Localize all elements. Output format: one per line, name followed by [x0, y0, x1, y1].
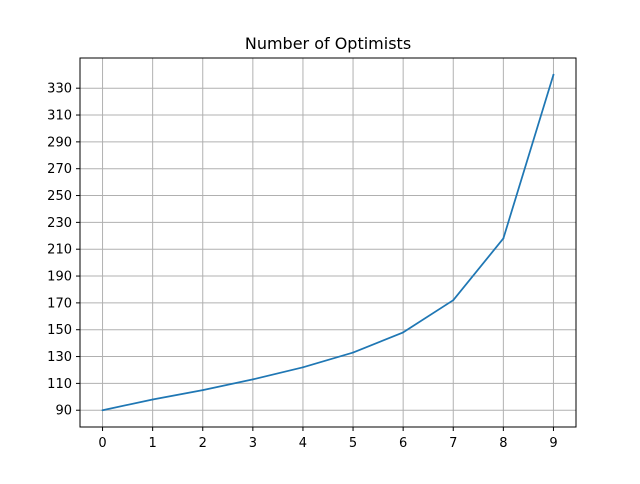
- data-point: [101, 409, 104, 412]
- data-point: [251, 378, 254, 381]
- series-line: [101, 73, 555, 412]
- x-tick-label: 2: [199, 436, 207, 451]
- y-tick-label: 210: [47, 243, 72, 258]
- y-tick-label: 150: [47, 323, 72, 338]
- x-tick-label: 8: [499, 436, 507, 451]
- x-tick-label: 0: [98, 436, 106, 451]
- y-tick-label: 90: [55, 404, 72, 419]
- grid: [80, 58, 576, 427]
- x-tick-label: 1: [149, 436, 157, 451]
- data-point: [201, 389, 204, 391]
- x-tick-label: 7: [449, 436, 457, 451]
- y-tick-label: 250: [47, 189, 72, 204]
- data-point: [402, 331, 405, 334]
- data-point: [302, 366, 304, 369]
- x-tick-label: 5: [349, 436, 357, 451]
- data-point: [352, 351, 354, 354]
- y-tick-label: 130: [47, 350, 72, 365]
- data-point: [452, 299, 455, 302]
- axis-ticks: 0 1 2 3 4 5 6 7 8 9 90 110 130 150 170 190 210 230 250 270 2…: [47, 82, 557, 451]
- y-tick-label: 310: [47, 109, 72, 124]
- x-tick-label: 4: [299, 436, 307, 451]
- x-tick-label: 6: [399, 436, 407, 451]
- y-tick-label: 230: [47, 216, 72, 231]
- chart-title: Number of Optimists: [245, 34, 411, 53]
- y-tick-label: 170: [47, 296, 72, 311]
- y-tick-label: 330: [47, 82, 72, 97]
- plot-frame: [79, 57, 577, 428]
- y-tick-label: 290: [47, 135, 72, 150]
- data-point: [502, 237, 505, 240]
- y-tick-label: 190: [47, 270, 72, 285]
- x-tick-label: 9: [549, 436, 557, 451]
- y-tick-label: 110: [47, 377, 72, 392]
- data-point: [552, 73, 555, 76]
- y-tick-label: 270: [47, 162, 72, 177]
- data-point: [151, 398, 154, 401]
- series-layer: [101, 73, 555, 412]
- x-tick-label: 3: [249, 436, 257, 451]
